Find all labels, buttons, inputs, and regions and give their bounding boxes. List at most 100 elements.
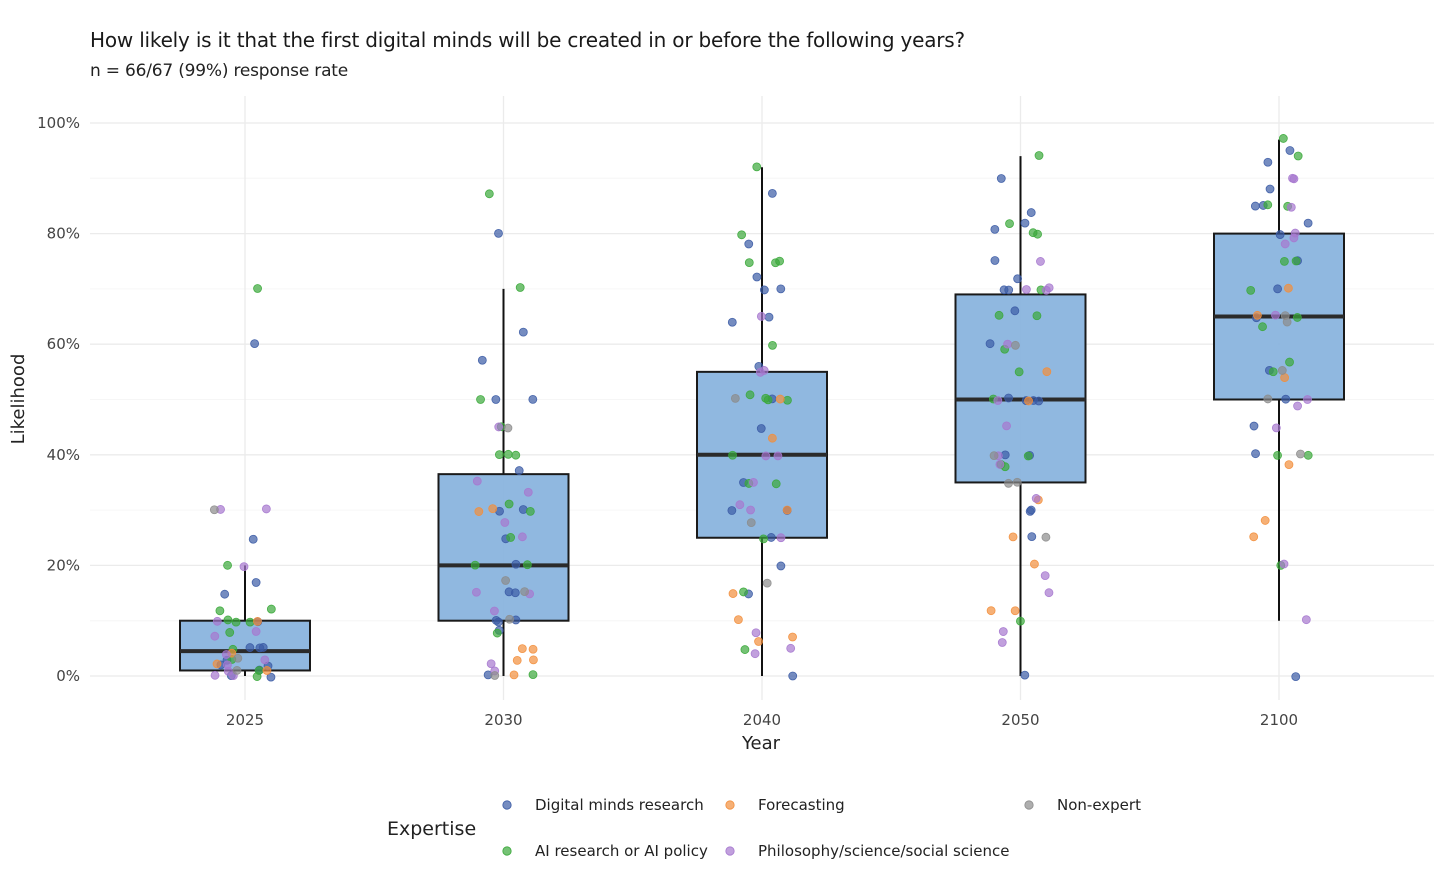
point-dm-2050 xyxy=(1010,306,1020,316)
y-tick-label: 60% xyxy=(47,335,80,353)
legend-entry-fc: Forecasting xyxy=(725,796,845,814)
x-tick-label: 2040 xyxy=(743,711,781,729)
point-fc-2050 xyxy=(1042,367,1052,377)
point-ai-2040 xyxy=(761,393,771,403)
box-plots xyxy=(179,139,1345,676)
y-tick-label: 80% xyxy=(47,225,80,243)
point-ai-2050 xyxy=(1014,367,1024,377)
point-dm-2025 xyxy=(251,578,261,587)
point-dm-2050 xyxy=(1020,218,1030,228)
point-ai-2030 xyxy=(511,450,521,460)
point-ph-2030 xyxy=(486,659,496,669)
legend-swatch xyxy=(725,800,735,810)
point-ai-2050 xyxy=(1034,151,1044,160)
point-ai-2100 xyxy=(1285,357,1294,367)
point-fc-2030 xyxy=(474,507,484,516)
point-ai-2040 xyxy=(740,645,750,654)
point-dm-2050 xyxy=(990,224,1000,234)
point-dm-2030 xyxy=(477,355,487,365)
point-ph-2030 xyxy=(494,422,504,432)
point-ai-2100 xyxy=(1280,257,1289,266)
point-ph-2050 xyxy=(1040,571,1050,581)
legend-entry-ne: Non-expert xyxy=(1024,796,1141,814)
point-fc-2030 xyxy=(512,656,522,665)
point-fc-2030 xyxy=(509,670,519,680)
point-ph-2050 xyxy=(1036,257,1045,266)
point-fc-2040 xyxy=(782,505,792,515)
point-fc-2030 xyxy=(517,644,527,654)
point-ai-2040 xyxy=(744,258,754,268)
legend-label: Non-expert xyxy=(1057,796,1141,814)
point-ai-2040 xyxy=(728,450,737,460)
point-ai-2040 xyxy=(745,390,755,400)
point-ai-2040 xyxy=(737,230,747,240)
point-dm-2040 xyxy=(776,561,786,571)
jitter-points xyxy=(209,134,1313,682)
point-ai-2100 xyxy=(1258,322,1267,332)
point-ai-2030 xyxy=(484,189,494,199)
point-dm-2100 xyxy=(1285,146,1295,155)
point-ai-2040 xyxy=(752,162,762,172)
point-dm-2025 xyxy=(248,534,258,544)
point-ph-2025 xyxy=(260,655,270,665)
point-ai-2025 xyxy=(253,284,262,293)
point-ai-2030 xyxy=(515,283,525,292)
legend: Expertise Digital minds research Forecasti… xyxy=(387,796,1141,860)
point-ph-2025 xyxy=(212,616,222,626)
point-ph-2100 xyxy=(1289,174,1299,184)
y-tick-label: 0% xyxy=(56,667,80,685)
point-ph-2050 xyxy=(998,627,1008,636)
point-ai-2040 xyxy=(771,479,781,489)
point-ne-2040 xyxy=(730,394,740,403)
y-tick-label: 20% xyxy=(47,556,80,574)
point-fc-2040 xyxy=(767,433,777,443)
chart-subtitle: n = 66/67 (99%) response rate xyxy=(90,61,349,81)
legend-title: Expertise xyxy=(387,818,476,840)
point-ne-2025 xyxy=(233,653,243,663)
point-ph-2040 xyxy=(786,643,796,653)
point-dm-2025 xyxy=(250,339,260,349)
point-dm-2100 xyxy=(1303,218,1313,228)
point-dm-2030 xyxy=(511,559,521,569)
point-ph-2025 xyxy=(261,504,271,514)
point-dm-2030 xyxy=(491,395,501,404)
point-ph-2030 xyxy=(517,532,527,542)
point-ne-2025 xyxy=(209,505,219,515)
point-dm-2050 xyxy=(1026,208,1036,217)
point-dm-2050 xyxy=(996,174,1006,183)
point-ph-2050 xyxy=(995,459,1005,469)
point-ne-2030 xyxy=(501,576,511,585)
point-ai-2025 xyxy=(231,617,241,627)
point-ph-2040 xyxy=(751,628,761,638)
point-ai-2030 xyxy=(503,449,513,459)
point-dm-2040 xyxy=(756,424,766,433)
point-ph-2100 xyxy=(1293,401,1302,411)
point-ne-2100 xyxy=(1296,449,1305,459)
point-ph-2040 xyxy=(756,312,766,321)
point-ai-2030 xyxy=(522,560,532,570)
point-ph-2100 xyxy=(1303,395,1312,404)
point-dm-2025 xyxy=(258,643,268,652)
point-ph-2040 xyxy=(746,505,755,515)
point-ph-2100 xyxy=(1271,423,1281,433)
point-ai-2100 xyxy=(1303,450,1313,460)
point-fc-2100 xyxy=(1284,283,1293,293)
point-ai-2025 xyxy=(223,615,233,625)
point-ph-2050 xyxy=(1044,588,1054,598)
box-iqr xyxy=(954,293,1087,484)
point-fc-2025 xyxy=(253,616,262,626)
point-ai-2100 xyxy=(1291,256,1301,266)
point-ph-2050 xyxy=(997,638,1007,647)
point-ph-2030 xyxy=(471,587,481,597)
point-dm-2100 xyxy=(1249,421,1259,431)
point-ai-2025 xyxy=(225,628,235,637)
legend-swatch xyxy=(725,846,735,856)
point-fc-2030 xyxy=(528,644,538,654)
point-fc-2040 xyxy=(734,615,743,625)
point-ph-2040 xyxy=(761,451,771,461)
point-dm-2100 xyxy=(1250,201,1260,211)
x-tick-label: 2025 xyxy=(226,711,264,729)
point-ph-2100 xyxy=(1279,559,1289,569)
point-ai-2040 xyxy=(739,587,748,597)
point-ai-2100 xyxy=(1263,200,1273,210)
